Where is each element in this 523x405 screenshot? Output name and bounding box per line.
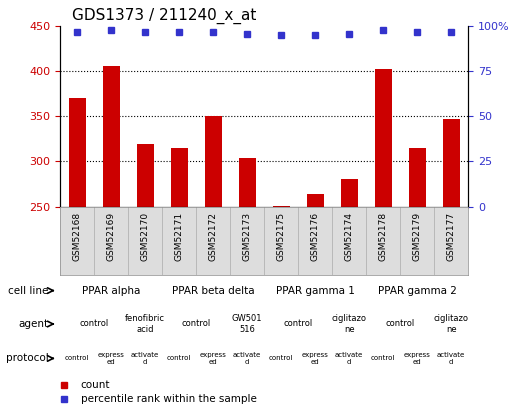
Text: control: control	[65, 356, 89, 361]
Text: GSM52169: GSM52169	[107, 212, 116, 261]
Bar	[408, 148, 426, 207]
Text: GW501
516: GW501 516	[232, 314, 263, 334]
Text: control: control	[167, 356, 191, 361]
Text: GSM52177: GSM52177	[447, 212, 456, 261]
Text: control: control	[79, 320, 109, 328]
Text: GSM52176: GSM52176	[311, 212, 320, 261]
Text: GSM52172: GSM52172	[209, 212, 218, 261]
Bar	[103, 66, 120, 207]
Bar	[272, 206, 290, 207]
Text: cell line: cell line	[8, 286, 48, 296]
Text: count: count	[81, 380, 110, 390]
Text: percentile rank within the sample: percentile rank within the sample	[81, 394, 256, 404]
Text: GSM52171: GSM52171	[175, 212, 184, 261]
Text: GSM52174: GSM52174	[345, 212, 354, 261]
Text: express
ed: express ed	[404, 352, 430, 365]
Bar	[306, 194, 324, 207]
Text: activate
d: activate d	[131, 352, 160, 365]
Text: PPAR alpha: PPAR alpha	[82, 286, 140, 296]
Bar	[238, 158, 256, 207]
Bar	[69, 98, 86, 207]
Text: ciglitazo
ne: ciglitazo ne	[434, 314, 469, 334]
Text: ciglitazo
ne: ciglitazo ne	[332, 314, 367, 334]
Text: control: control	[371, 356, 395, 361]
Bar	[204, 115, 222, 207]
Text: agent: agent	[18, 319, 48, 329]
Text: GSM52178: GSM52178	[379, 212, 388, 261]
Bar	[442, 119, 460, 207]
Text: GDS1373 / 211240_x_at: GDS1373 / 211240_x_at	[72, 7, 257, 23]
Text: control: control	[283, 320, 313, 328]
Bar	[137, 144, 154, 207]
Text: express
ed: express ed	[98, 352, 124, 365]
Text: control: control	[269, 356, 293, 361]
Text: GSM52170: GSM52170	[141, 212, 150, 261]
Text: control: control	[385, 320, 415, 328]
Text: PPAR gamma 2: PPAR gamma 2	[378, 286, 457, 296]
Text: PPAR beta delta: PPAR beta delta	[172, 286, 254, 296]
Text: GSM52168: GSM52168	[73, 212, 82, 261]
Text: GSM52179: GSM52179	[413, 212, 422, 261]
Text: GSM52175: GSM52175	[277, 212, 286, 261]
Bar	[170, 148, 188, 207]
Text: activate
d: activate d	[233, 352, 262, 365]
Text: activate
d: activate d	[335, 352, 363, 365]
Text: express
ed: express ed	[200, 352, 226, 365]
Bar	[340, 179, 358, 207]
Bar	[374, 69, 392, 207]
Text: fenofibric
acid: fenofibric acid	[125, 314, 165, 334]
Text: GSM52173: GSM52173	[243, 212, 252, 261]
Text: control: control	[181, 320, 211, 328]
Text: express
ed: express ed	[302, 352, 328, 365]
Text: activate
d: activate d	[437, 352, 465, 365]
Text: PPAR gamma 1: PPAR gamma 1	[276, 286, 355, 296]
Text: protocol: protocol	[6, 354, 48, 363]
